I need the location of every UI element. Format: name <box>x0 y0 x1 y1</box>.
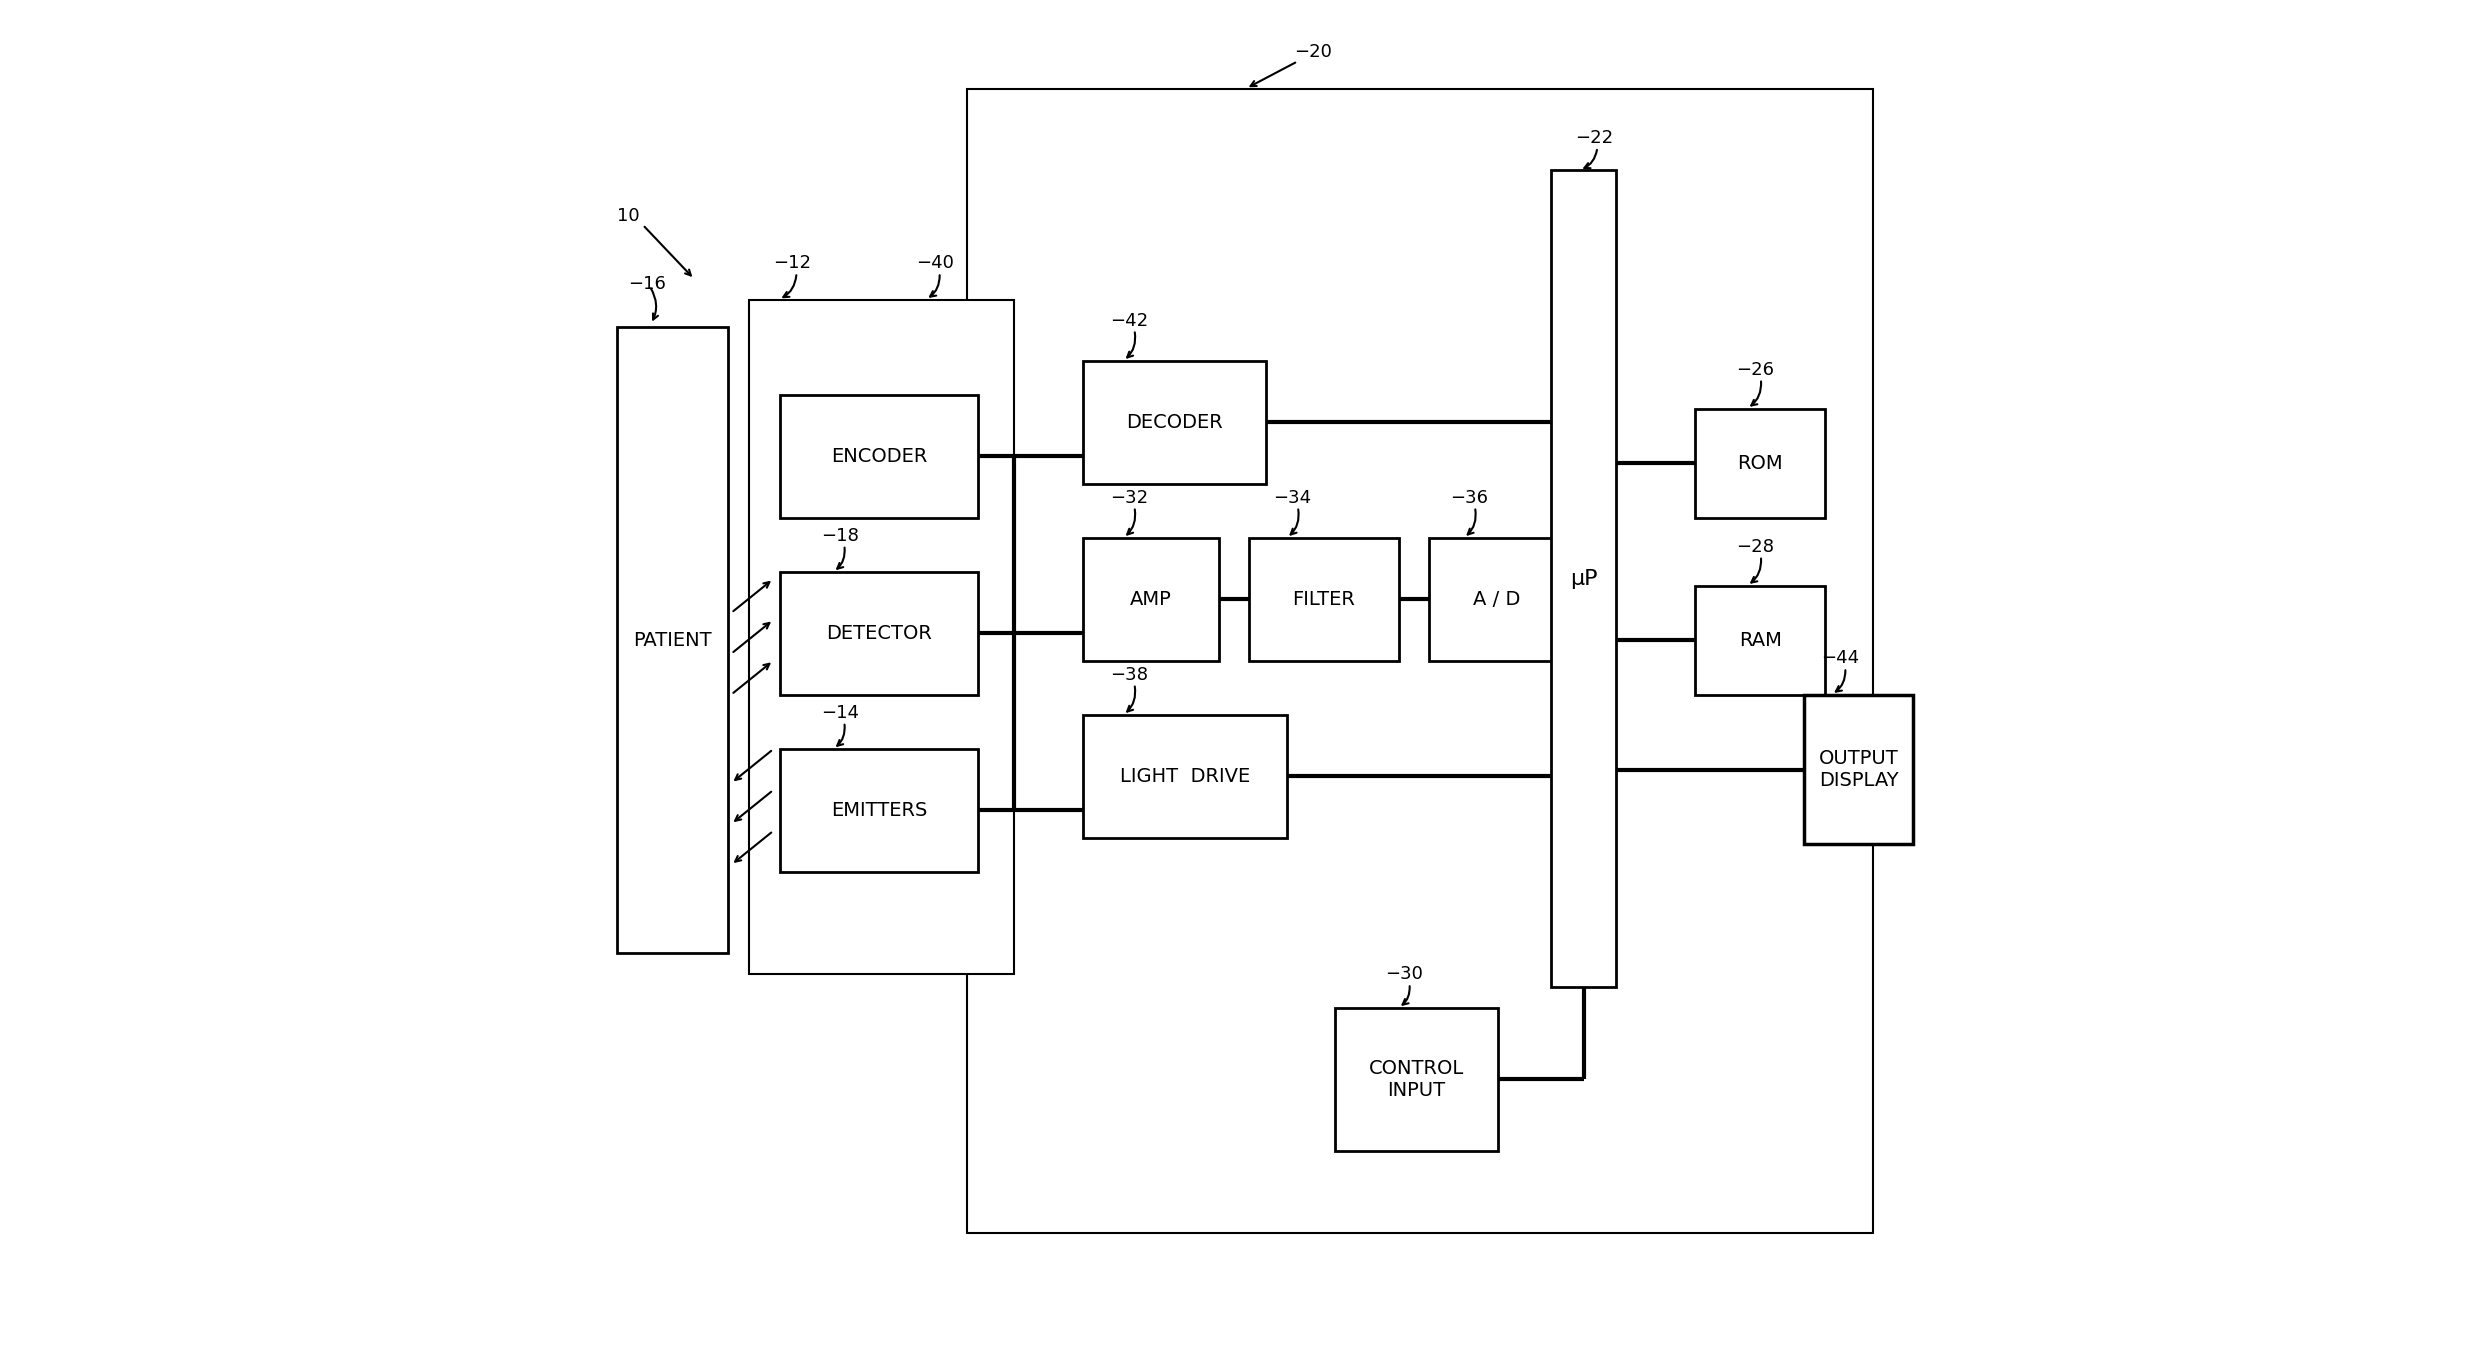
Text: AMP: AMP <box>1129 590 1171 609</box>
Text: −22: −22 <box>1575 129 1615 147</box>
Text: −38: −38 <box>1109 666 1149 684</box>
Bar <box>1550 170 1617 987</box>
Bar <box>750 300 1014 974</box>
Text: DETECTOR: DETECTOR <box>825 624 932 643</box>
Text: −28: −28 <box>1737 538 1774 556</box>
Text: CONTROL
INPUT: CONTROL INPUT <box>1368 1058 1463 1100</box>
Text: −16: −16 <box>628 275 665 293</box>
Bar <box>1695 586 1824 695</box>
Text: OUTPUT
DISPLAY: OUTPUT DISPLAY <box>1819 749 1899 790</box>
Text: −12: −12 <box>773 255 812 272</box>
Text: −40: −40 <box>917 255 954 272</box>
Text: −30: −30 <box>1386 966 1423 983</box>
Bar <box>1082 715 1286 838</box>
Bar <box>780 395 977 518</box>
Text: −34: −34 <box>1273 489 1311 507</box>
Text: DECODER: DECODER <box>1126 413 1224 432</box>
Bar <box>1428 538 1565 661</box>
Bar <box>780 749 977 872</box>
Bar <box>616 327 728 953</box>
Bar <box>1082 538 1219 661</box>
Text: −32: −32 <box>1109 489 1149 507</box>
Bar <box>967 89 1871 1233</box>
Bar <box>1248 538 1398 661</box>
Text: −36: −36 <box>1450 489 1488 507</box>
Text: −42: −42 <box>1109 312 1149 330</box>
Text: µP: µP <box>1570 569 1597 588</box>
Text: 10: 10 <box>616 207 640 225</box>
Text: ROM: ROM <box>1737 454 1782 473</box>
Bar <box>1804 695 1914 844</box>
Text: LIGHT  DRIVE: LIGHT DRIVE <box>1119 767 1251 786</box>
Bar <box>1695 409 1824 518</box>
Text: FILTER: FILTER <box>1293 590 1356 609</box>
Text: −18: −18 <box>820 527 860 545</box>
Text: EMITTERS: EMITTERS <box>830 801 927 820</box>
Text: −14: −14 <box>820 704 860 722</box>
Text: ENCODER: ENCODER <box>830 447 927 466</box>
Text: RAM: RAM <box>1739 631 1782 650</box>
Text: −20: −20 <box>1293 44 1331 61</box>
Text: −26: −26 <box>1737 361 1774 379</box>
Bar <box>1336 1008 1498 1151</box>
Bar <box>780 572 977 695</box>
Text: A / D: A / D <box>1473 590 1520 609</box>
Text: PATIENT: PATIENT <box>633 631 713 650</box>
Bar <box>1082 361 1266 484</box>
Text: −44: −44 <box>1822 650 1859 667</box>
